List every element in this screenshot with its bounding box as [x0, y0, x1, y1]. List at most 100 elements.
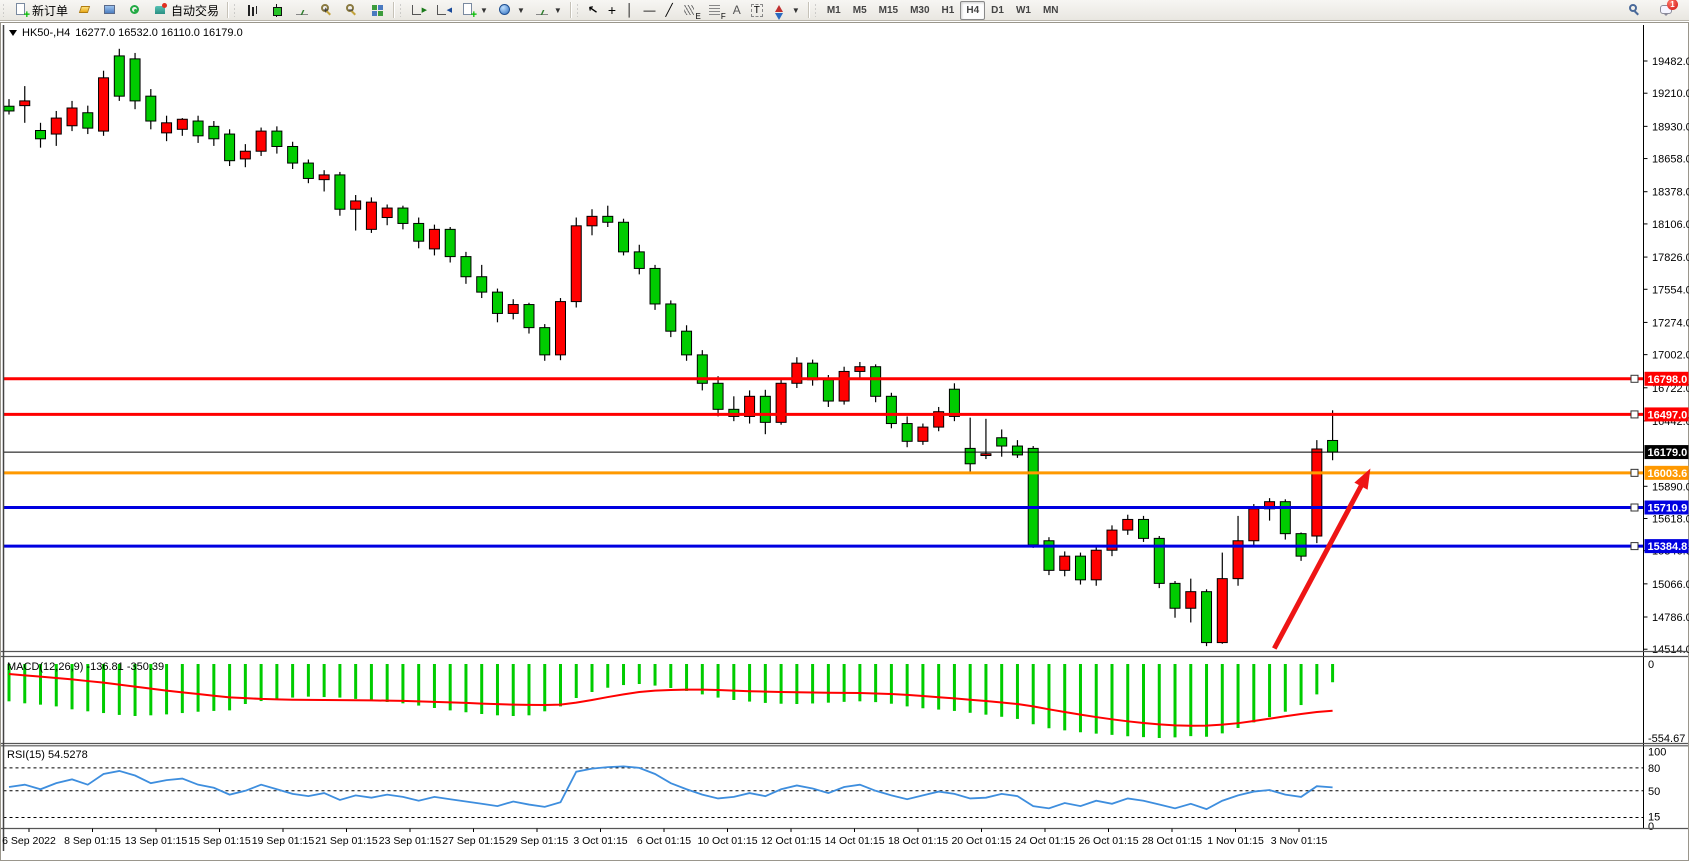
svg-text:3 Nov 01:15: 3 Nov 01:15	[1271, 835, 1328, 847]
cursor-button[interactable]: ↖	[583, 1, 603, 20]
arrows-icon	[773, 3, 788, 20]
svg-text:19 Sep 01:15: 19 Sep 01:15	[252, 835, 315, 847]
line-chart-button[interactable]	[290, 1, 315, 20]
svg-text:17002.0: 17002.0	[1652, 350, 1689, 362]
arrows-button[interactable]: ▼	[768, 1, 805, 20]
templates-icon	[535, 3, 550, 18]
search-button[interactable]	[1623, 1, 1648, 20]
svg-text:16179.0: 16179.0	[1648, 447, 1688, 459]
svg-text:8 Sep 01:15: 8 Sep 01:15	[64, 835, 121, 847]
svg-text:15: 15	[1648, 812, 1660, 824]
hline-15384.8[interactable]	[3, 542, 1644, 551]
dropdown-caret-icon[interactable]: ▼	[791, 5, 800, 15]
hline-16798.0[interactable]	[3, 374, 1644, 383]
history-center-button[interactable]	[73, 1, 98, 20]
svg-text:21 Sep 01:15: 21 Sep 01:15	[315, 835, 378, 847]
svg-text:-554.67: -554.67	[1648, 733, 1685, 745]
chart-shift-icon	[436, 3, 452, 18]
text-label-button[interactable]: T	[746, 1, 768, 20]
trendline-button[interactable]: ╱	[661, 1, 678, 20]
svg-text:15890.0: 15890.0	[1652, 481, 1689, 493]
dropdown-caret-icon[interactable]: ▼	[480, 5, 488, 15]
auto-scroll-button[interactable]	[406, 1, 431, 20]
toolbar-grip[interactable]	[233, 3, 239, 17]
svg-text:0: 0	[1648, 821, 1654, 833]
tile-windows-button[interactable]	[365, 1, 390, 20]
svg-text:14 Oct 01:15: 14 Oct 01:15	[824, 835, 884, 847]
zoom-in-button[interactable]: +	[315, 1, 340, 20]
timeframe-h1-button[interactable]: H1	[941, 4, 955, 16]
svg-text:18106.0: 18106.0	[1652, 219, 1689, 231]
ohlc-values: 16277.0 16532.0 16110.0 16179.0	[75, 27, 243, 39]
candlestick-chart-icon	[270, 3, 285, 18]
price-axis[interactable]: 19482.0 19210.0 18930.0 18658.0 18378.0 18106…	[1643, 25, 1689, 828]
navigator-icon	[103, 3, 118, 18]
new-order-button[interactable]: + 新订单	[9, 1, 73, 20]
chart-shift-button[interactable]	[431, 1, 456, 20]
toolbar-grip[interactable]	[575, 3, 581, 17]
svg-text:15 Sep 01:15: 15 Sep 01:15	[188, 835, 251, 847]
svg-text:14514.0: 14514.0	[1652, 644, 1689, 656]
toolbar-grip[interactable]	[2, 3, 7, 17]
hline-16497.0[interactable]	[3, 410, 1644, 419]
vertical-line-button[interactable]: │	[621, 1, 639, 20]
hline-15710.9[interactable]	[3, 503, 1644, 512]
svg-text:80: 80	[1648, 763, 1660, 775]
timeframe-w1-button[interactable]: W1	[1015, 4, 1031, 16]
svg-text:29 Sep 01:15: 29 Sep 01:15	[506, 835, 569, 847]
bar-chart-button[interactable]	[240, 1, 265, 20]
vertical-line-icon: │	[626, 3, 634, 17]
horizontal-line-button[interactable]: —	[639, 1, 661, 20]
auto-trading-button[interactable]: 自动交易	[148, 1, 224, 20]
periods-button[interactable]: ▼	[493, 1, 530, 20]
time-axis[interactable]: 6 Sep 2022 8 Sep 01:15 13 Sep 01:15 15 Sep …	[2, 828, 1328, 848]
svg-text:16798.0: 16798.0	[1648, 374, 1688, 386]
dropdown-caret-icon[interactable]: ▼	[516, 5, 525, 15]
svg-text:15618.0: 15618.0	[1652, 513, 1689, 525]
zoom-out-button[interactable]: −	[340, 1, 365, 20]
notification-badge: 1	[1667, 0, 1678, 10]
new-chart-button[interactable]: + ▼	[456, 1, 493, 20]
svg-text:3 Oct 01:15: 3 Oct 01:15	[573, 835, 627, 847]
svg-text:18378.0: 18378.0	[1652, 187, 1689, 199]
candlestick-chart-button[interactable]	[265, 1, 290, 20]
timeframe-m30-button[interactable]: M30	[910, 4, 930, 16]
text-button[interactable]: A	[728, 1, 746, 20]
timeframe-h4-button[interactable]: H4	[960, 0, 986, 20]
text-label-icon: T	[750, 3, 763, 17]
timeframe-m5-button[interactable]: M5	[852, 4, 867, 16]
candles	[3, 48, 1339, 647]
navigator-button[interactable]	[98, 1, 123, 20]
hline-16003.6[interactable]	[3, 468, 1644, 477]
signals-button[interactable]	[123, 1, 148, 20]
equidistant-channel-button[interactable]: E	[678, 1, 703, 21]
svg-text:15066.0: 15066.0	[1652, 579, 1689, 591]
timeframe-m1-button[interactable]: M1	[826, 4, 841, 16]
signals-icon	[128, 3, 143, 18]
timeframe-mn-button[interactable]: MN	[1042, 4, 1059, 16]
dropdown-caret-icon[interactable]: ▼	[553, 5, 562, 15]
timeframe-m15-button[interactable]: M15	[878, 4, 899, 16]
svg-text:12 Oct 01:15: 12 Oct 01:15	[761, 835, 821, 847]
svg-text:18658.0: 18658.0	[1652, 154, 1689, 166]
trend-arrow-annotation[interactable]	[1272, 468, 1371, 650]
svg-text:20 Oct 01:15: 20 Oct 01:15	[951, 835, 1011, 847]
fibonacci-button[interactable]: F	[703, 1, 728, 21]
svg-text:16003.6: 16003.6	[1648, 468, 1688, 480]
symbol-period-label: HK50-,H4	[22, 27, 71, 39]
chart-canvas[interactable]: 19482.0 19210.0 18930.0 18658.0 18378.0 18106…	[1, 23, 1689, 861]
chevron-down-icon[interactable]	[9, 30, 17, 36]
svg-text:100: 100	[1648, 747, 1666, 759]
chart-window[interactable]: 19482.0 19210.0 18930.0 18658.0 18378.0 18106…	[0, 22, 1689, 861]
equidistant-channel-icon: E	[683, 3, 701, 21]
svg-text:19482.0: 19482.0	[1652, 56, 1689, 68]
svg-text:6 Sep 2022: 6 Sep 2022	[2, 835, 56, 847]
templates-button[interactable]: ▼	[530, 1, 567, 20]
rsi-indicator	[8, 765, 1333, 811]
crosshair-button[interactable]: +	[603, 1, 621, 20]
toolbar-grip[interactable]	[813, 3, 819, 17]
toolbar-grip[interactable]	[399, 3, 405, 17]
tile-windows-icon	[370, 3, 385, 18]
timeframe-d1-button[interactable]: D1	[991, 4, 1004, 16]
notifications-button[interactable]: 1	[1654, 0, 1679, 20]
